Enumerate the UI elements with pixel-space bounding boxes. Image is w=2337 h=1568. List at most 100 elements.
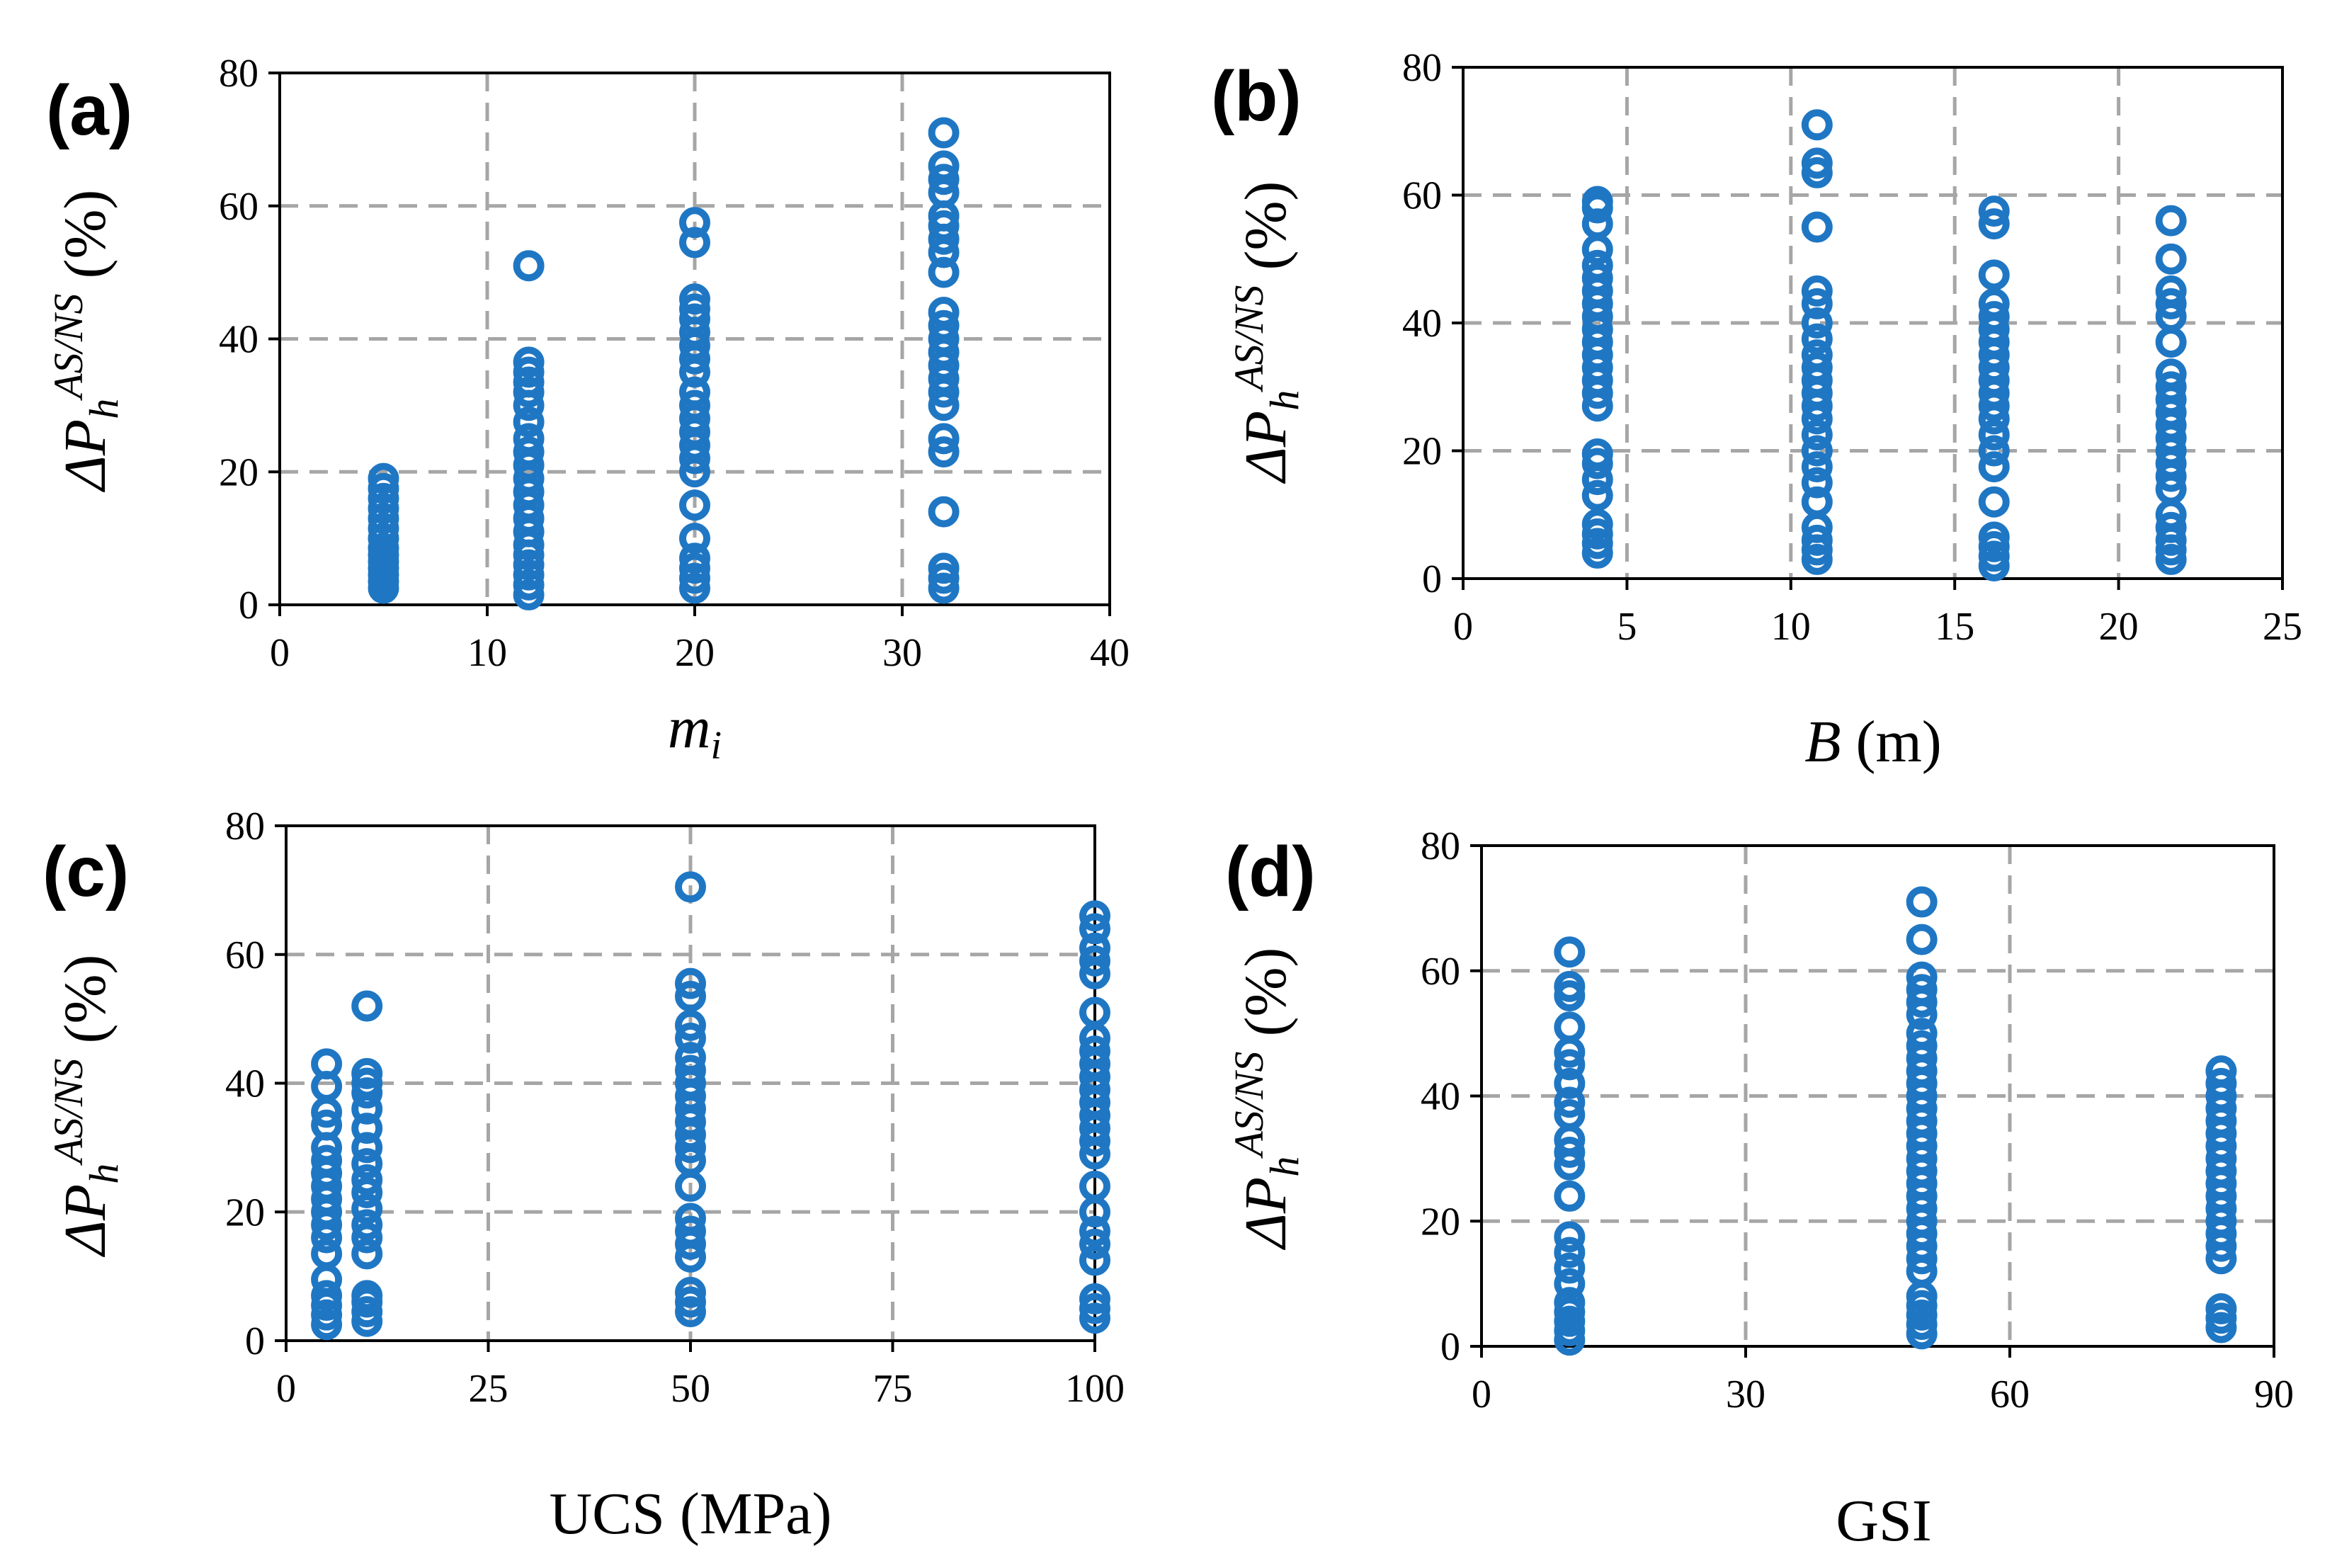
data-point-c-2-21 (675, 871, 706, 903)
data-point-a-2-5 (679, 489, 710, 521)
data-point-c-2-20 (675, 967, 706, 999)
y-tick-label-a-80: 80 (219, 52, 258, 96)
y-axis-title-sup-a: AS/NS (45, 294, 91, 402)
data-point-d-0-20 (1554, 970, 1586, 1002)
x-axis-title-sub-a: i (711, 724, 722, 768)
data-point-c-2-18 (675, 1009, 706, 1041)
y-axis-title-sup-b: AS/NS (1226, 285, 1272, 393)
data-point-c-2-16 (675, 1042, 706, 1074)
y-tick-label-c-40: 40 (225, 1062, 265, 1106)
panel-c: 0 20 40 60 80 0 25 50 75 100 (c) UCS (MPa) ΔPhAS/… (42, 805, 1125, 1547)
y-axis-title-sup-d: AS/NS (1226, 1052, 1272, 1159)
x-tick-label-a-10: 10 (467, 631, 507, 675)
y-axis-title-b: ΔPhAS/NS (%) (1226, 181, 1307, 484)
data-point-d-0-13 (1554, 1099, 1586, 1131)
data-point-a-3-13 (928, 296, 960, 328)
x-tick-label-d-30: 30 (1726, 1373, 1765, 1416)
data-point-a-1-14 (513, 406, 545, 438)
data-point-a-2-2 (679, 552, 710, 584)
data-point-a-0-12 (368, 472, 399, 504)
series-b-3 (2155, 205, 2187, 575)
data-point-a-2-21 (679, 207, 710, 239)
data-point-d-0-16 (1554, 1049, 1586, 1081)
data-point-d-0-9 (1554, 1180, 1586, 1212)
data-point-a-1-18 (513, 356, 545, 388)
x-tick-label-c-100: 100 (1065, 1367, 1125, 1411)
series-a-0 (368, 462, 399, 604)
data-point-c-1-12 (351, 1113, 383, 1144)
panel-a: 0 20 40 60 80 0 10 20 30 40 (a) mi ΔPhAS/NS (%) (45, 52, 1130, 768)
y-tick-label-b-80: 80 (1402, 46, 1442, 90)
data-point-c-1-7 (351, 1193, 383, 1225)
data-point-c-1-6 (351, 1209, 383, 1241)
y-axis-title-suffix-b: (%) (1233, 181, 1299, 285)
data-point-b-2-6 (1978, 435, 2010, 467)
data-point-a-2-1 (679, 562, 710, 594)
y-axis-title-a: ΔPhAS/NS (%) (45, 190, 127, 493)
data-point-a-0-9 (368, 502, 399, 534)
data-point-d-0-5 (1554, 1268, 1586, 1300)
data-point-a-3-12 (928, 309, 960, 341)
data-point-a-2-4 (679, 523, 710, 555)
x-axis-title-b: B (m) (1804, 709, 1942, 775)
data-point-d-0-14 (1554, 1086, 1586, 1118)
y-axis-title-sup-c: AS/NS (45, 1059, 91, 1166)
x-axis-title-a: mi (668, 695, 722, 768)
data-point-a-2-3 (679, 542, 710, 574)
data-point-a-1-20 (513, 250, 545, 282)
data-point-c-0-3 (311, 1280, 343, 1312)
x-tick-label-b-15: 15 (1935, 605, 1974, 649)
data-point-b-2-18 (1978, 259, 2010, 291)
data-point-c-3-22 (1079, 913, 1110, 945)
data-point-b-2-3 (1978, 521, 2010, 553)
series-a-2 (679, 207, 710, 604)
y-tick-label-c-60: 60 (225, 933, 265, 977)
data-point-b-3-20 (2155, 205, 2187, 237)
data-point-b-2-4 (1978, 486, 2010, 518)
x-tick-label-d-60: 60 (1990, 1373, 2030, 1416)
y-tick-label-a-0: 0 (239, 584, 258, 627)
y-tick-label-d-0: 0 (1440, 1325, 1460, 1369)
data-point-d-0-15 (1554, 1067, 1586, 1099)
data-point-a-3-17 (928, 210, 960, 242)
x-axis-title-main-b: B (1804, 709, 1841, 775)
data-point-b-0-3 (1581, 509, 1613, 540)
x-tick-label-c-25: 25 (469, 1367, 508, 1411)
data-point-c-0-12 (311, 1144, 343, 1176)
data-point-a-1-1 (513, 569, 545, 601)
data-point-a-1-13 (513, 423, 545, 455)
data-point-d-0-6 (1554, 1252, 1586, 1284)
data-point-d-2-2 (2205, 1293, 2237, 1324)
data-point-a-3-20 (928, 164, 960, 195)
series-c-0 (311, 1048, 343, 1341)
data-point-b-0-4 (1581, 479, 1613, 511)
x-tick-label-b-10: 10 (1771, 605, 1811, 649)
x-tick-label-b-25: 25 (2263, 605, 2302, 649)
y-axis-title-prefix-a: ΔP (52, 419, 118, 493)
data-point-b-1-8 (1801, 419, 1833, 450)
y-tick-label-c-20: 20 (225, 1191, 265, 1234)
data-point-b-1-5 (1801, 467, 1833, 499)
data-point-b-0-20 (1581, 234, 1613, 266)
y-axis-title-c: ΔPhAS/NS (%) (45, 955, 127, 1258)
data-point-c-2-15 (675, 1055, 706, 1086)
y-axis-title-sub-b: h (1261, 390, 1307, 411)
data-point-a-0-10 (368, 492, 399, 524)
data-point-c-0-14 (311, 1109, 343, 1141)
data-point-a-0-13 (368, 462, 399, 494)
series-c-3 (1079, 900, 1110, 1334)
data-point-c-2-19 (675, 980, 706, 1012)
data-point-b-1-16 (1801, 307, 1833, 339)
y-axis-title-d: ΔPhAS/NS (%) (1226, 948, 1307, 1251)
data-point-a-2-11 (679, 390, 710, 421)
panel-label-a: (a) (46, 71, 132, 150)
series-d-1 (1906, 886, 1938, 1350)
data-point-b-3-17 (2155, 288, 2187, 319)
panel-label-b: (b) (1211, 57, 1302, 136)
x-axis-title-d: GSI (1836, 1488, 1931, 1554)
data-point-a-2-18 (679, 293, 710, 325)
data-point-c-3-23 (1079, 900, 1110, 932)
data-point-a-1-16 (513, 376, 545, 408)
data-point-c-3-16 (1079, 1035, 1110, 1067)
data-point-c-3-21 (1079, 932, 1110, 964)
